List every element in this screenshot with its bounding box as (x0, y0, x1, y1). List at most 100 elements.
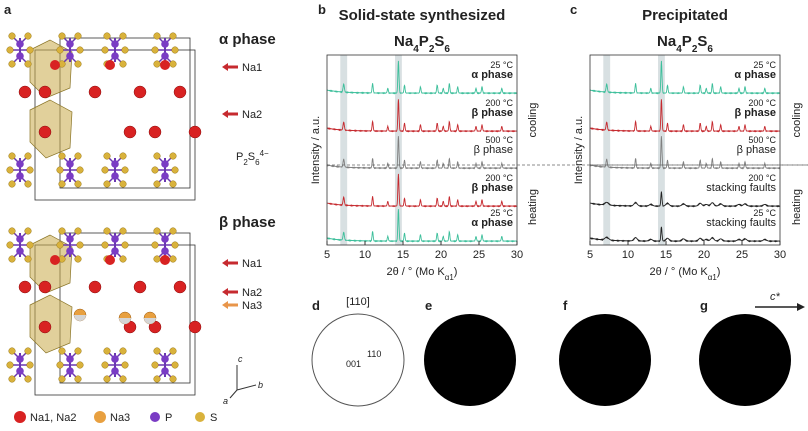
text-part: 4 (676, 44, 682, 55)
spot (395, 399, 396, 401)
sodium-atom (133, 280, 147, 294)
spot (782, 399, 783, 401)
spot (774, 319, 776, 321)
text-part: S (434, 33, 444, 50)
spot (699, 383, 701, 385)
trace-phase: α phase (471, 69, 513, 81)
polyhedron (29, 99, 73, 159)
spot (634, 399, 636, 401)
sulfur-atom (26, 46, 34, 54)
spot (789, 335, 791, 337)
legend-label: P (165, 412, 172, 424)
spot (699, 319, 701, 321)
arrow-head (222, 63, 228, 71)
phosphorus-atom (16, 235, 24, 243)
spot (499, 399, 501, 401)
sulfur-atom (58, 347, 66, 355)
sulfur-atom (153, 60, 161, 68)
sulfur-atom (58, 375, 66, 383)
sulfur-atom (121, 361, 129, 369)
sodium-atom (173, 280, 187, 294)
sulfur-atom (153, 347, 161, 355)
sulfur-atom (74, 32, 82, 40)
highlight-band (658, 55, 665, 245)
spot (782, 327, 783, 329)
trace-phase: α phase (734, 69, 776, 81)
text-part: 2θ / ° (Mo K (650, 266, 709, 278)
spot (439, 399, 441, 401)
sulfur-atom (8, 60, 16, 68)
spot (395, 391, 396, 393)
spot (312, 327, 314, 329)
sulfur-atom (24, 152, 32, 160)
spot (320, 319, 321, 321)
anion-label: P2S64− (236, 149, 269, 167)
site-label: Na1 (242, 258, 262, 270)
phosphorus-atom (161, 355, 169, 363)
sulfur-atom (119, 375, 127, 383)
formula: Na4P2S6 (394, 33, 450, 55)
spot (432, 319, 433, 321)
sodium-atom (105, 255, 115, 265)
legend-label: Na3 (110, 412, 130, 424)
trace-phase: stacking faults (706, 182, 776, 194)
spot (789, 391, 791, 393)
spot (507, 319, 508, 321)
sulfur-atom (151, 361, 159, 369)
sulfur-atom (169, 32, 177, 40)
phosphorus-atom (111, 172, 119, 180)
phosphorus-atom (66, 355, 74, 363)
phosphorus-atom (66, 160, 74, 168)
spot (499, 319, 501, 321)
phosphorus-atom (111, 247, 119, 255)
sodium-atom (133, 85, 147, 99)
spot (649, 343, 651, 345)
axis-name: a (223, 396, 228, 406)
spot (424, 383, 426, 385)
panel-label: g (700, 298, 708, 313)
spot (424, 343, 426, 345)
sulfur-atom (58, 152, 66, 160)
sulfur-atom (24, 255, 32, 263)
x-tick-label: 15 (397, 249, 409, 261)
sulfur-atom (119, 152, 127, 160)
spot (320, 399, 321, 401)
panel-label: d (312, 298, 320, 313)
sulfur-atom (103, 375, 111, 383)
sulfur-atom (6, 241, 14, 249)
sulfur-atom (26, 166, 34, 174)
phosphorus-atom (66, 235, 74, 243)
spot (574, 319, 576, 321)
x-tick-label: 30 (511, 249, 523, 261)
phosphorus-atom (111, 355, 119, 363)
sulfur-atom (56, 166, 64, 174)
spot (559, 375, 561, 377)
phosphorus-atom (16, 172, 24, 180)
polyhedron (29, 234, 73, 294)
sulfur-atom (74, 152, 82, 160)
sulfur-atom (153, 180, 161, 188)
spot (574, 399, 576, 401)
spot (507, 399, 508, 401)
text-part: 2 (429, 44, 435, 55)
spot (567, 327, 568, 329)
xrd-trace (326, 209, 518, 243)
phosphorus-atom (161, 52, 169, 60)
sulfur-atom (6, 166, 14, 174)
xrd-trace (589, 136, 781, 170)
sodium-atom (38, 280, 52, 294)
x-axis-label: 2θ / ° (Mo Kα1) (650, 266, 721, 282)
spot (312, 383, 314, 385)
y-axis-label: Intensity / a.u. (310, 116, 322, 184)
trace-phase: β phase (471, 107, 513, 119)
spot (789, 399, 791, 401)
text-part: P (682, 33, 692, 50)
spot (789, 383, 791, 385)
spot (707, 319, 708, 321)
spot (507, 391, 508, 393)
phosphorus-atom (161, 40, 169, 48)
spot (699, 375, 701, 377)
sodium-atom (173, 85, 187, 99)
spot-index: 110 (367, 349, 381, 359)
sulfur-atom (76, 46, 84, 54)
